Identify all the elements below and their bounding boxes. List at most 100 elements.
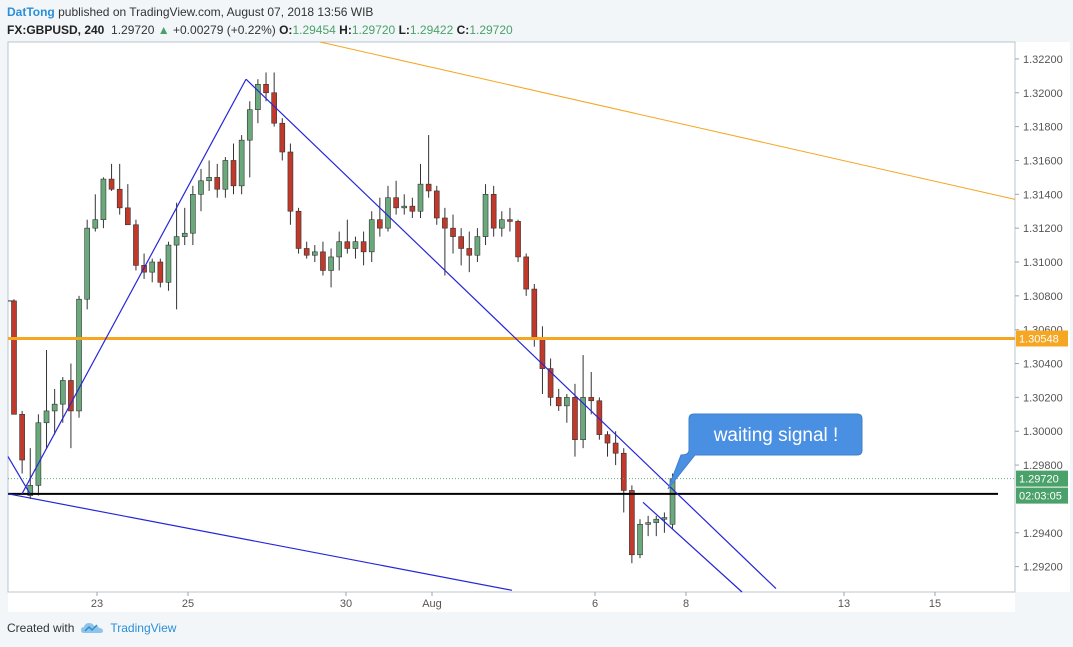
- candle[interactable]: [629, 485, 635, 564]
- left-edge-line[interactable]: [7, 456, 31, 495]
- candle[interactable]: [165, 241, 172, 291]
- candle[interactable]: [523, 253, 529, 296]
- candle[interactable]: [214, 163, 221, 198]
- candle[interactable]: [84, 219, 90, 310]
- candle[interactable]: [482, 184, 489, 246]
- candle[interactable]: [133, 219, 139, 271]
- candle[interactable]: [108, 163, 115, 191]
- author-link[interactable]: DatTong: [7, 5, 55, 19]
- candle[interactable]: [490, 185, 497, 237]
- candle[interactable]: [637, 519, 643, 559]
- candle[interactable]: [157, 258, 164, 288]
- candle[interactable]: [100, 177, 107, 229]
- fan-line[interactable]: [319, 41, 1016, 200]
- candle[interactable]: [198, 168, 204, 212]
- candle[interactable]: [555, 388, 562, 411]
- candle[interactable]: [246, 101, 253, 178]
- candle[interactable]: [295, 207, 302, 254]
- candle[interactable]: [181, 207, 188, 246]
- candle-body: [125, 207, 131, 226]
- candle[interactable]: [92, 194, 99, 232]
- candle[interactable]: [51, 388, 58, 435]
- candle[interactable]: [417, 163, 424, 218]
- candle[interactable]: [466, 231, 473, 273]
- candle[interactable]: [653, 515, 660, 537]
- candle-body: [320, 251, 326, 271]
- candle[interactable]: [287, 143, 294, 225]
- tradingview-brand-link[interactable]: TradingView: [110, 621, 177, 635]
- candle[interactable]: [620, 448, 627, 513]
- candle[interactable]: [368, 211, 375, 262]
- candle[interactable]: [645, 515, 651, 537]
- candle[interactable]: [190, 185, 196, 246]
- candle[interactable]: [149, 258, 156, 283]
- candle[interactable]: [238, 135, 245, 195]
- candle[interactable]: [43, 350, 50, 449]
- parallel-channel-line[interactable]: [642, 501, 743, 593]
- candle[interactable]: [59, 377, 66, 423]
- candle[interactable]: [360, 231, 367, 266]
- candle[interactable]: [564, 394, 570, 423]
- candle[interactable]: [255, 79, 261, 124]
- candle[interactable]: [580, 355, 586, 449]
- downtrend-line[interactable]: [245, 78, 777, 590]
- candle[interactable]: [328, 248, 334, 288]
- candle-body: [59, 380, 66, 405]
- candle[interactable]: [68, 363, 74, 449]
- candle-body: [377, 219, 383, 229]
- price-label-countdown: 02:03:05: [1016, 487, 1068, 504]
- candle[interactable]: [604, 431, 611, 457]
- candle[interactable]: [433, 185, 440, 225]
- candle-body: [629, 490, 635, 556]
- candle[interactable]: [547, 358, 554, 406]
- candle-body: [368, 219, 375, 253]
- candle[interactable]: [320, 241, 326, 276]
- candle-body: [425, 183, 432, 192]
- time-axis-area[interactable]: [8, 592, 1015, 612]
- candle[interactable]: [377, 197, 383, 237]
- candle[interactable]: [206, 160, 212, 191]
- candle[interactable]: [442, 207, 448, 276]
- candle[interactable]: [263, 72, 269, 102]
- ohlc-legend: FX:GBPUSD, 240 1.29720 ▲ +0.00279 (+0.22…: [7, 23, 513, 37]
- candle-body: [604, 434, 611, 444]
- candle[interactable]: [425, 135, 432, 198]
- candle[interactable]: [303, 241, 310, 259]
- candle[interactable]: [588, 372, 595, 415]
- candle[interactable]: [35, 414, 42, 496]
- candlestick-chart[interactable]: waiting signal ! 1.32200 1.32000 1.31800 1.…: [0, 0, 1073, 615]
- candle[interactable]: [11, 299, 17, 415]
- candle[interactable]: [612, 431, 619, 466]
- plot-area[interactable]: [7, 41, 1016, 593]
- annotation-callout[interactable]: waiting signal !: [667, 413, 863, 490]
- candle[interactable]: [222, 157, 229, 198]
- candle[interactable]: [279, 118, 286, 161]
- candle[interactable]: [19, 410, 25, 474]
- candle[interactable]: [116, 163, 123, 215]
- candle[interactable]: [344, 219, 351, 254]
- candle[interactable]: [336, 231, 343, 271]
- candle[interactable]: [312, 245, 318, 262]
- candle[interactable]: [393, 180, 399, 215]
- candle[interactable]: [76, 295, 82, 418]
- candle[interactable]: [450, 214, 456, 254]
- created-with-label: Created with: [7, 621, 75, 635]
- candle[interactable]: [125, 184, 131, 226]
- candle[interactable]: [474, 228, 481, 262]
- lower-channel-line[interactable]: [7, 493, 513, 591]
- price-tick-label: 1.31200: [1023, 223, 1063, 235]
- candle[interactable]: [352, 236, 359, 259]
- uptrend-line[interactable]: [21, 78, 247, 495]
- candle[interactable]: [458, 228, 464, 266]
- candle[interactable]: [498, 211, 505, 237]
- candle[interactable]: [401, 194, 408, 215]
- candle[interactable]: [515, 219, 521, 262]
- candle[interactable]: [409, 197, 416, 218]
- candle-body: [653, 518, 660, 523]
- candle[interactable]: [230, 143, 237, 195]
- candle[interactable]: [507, 207, 513, 232]
- candle[interactable]: [661, 512, 668, 533]
- high-label: H:: [339, 23, 352, 37]
- candle[interactable]: [173, 202, 180, 310]
- chart-header: DatTong published on TradingView.com, Au…: [0, 0, 1073, 40]
